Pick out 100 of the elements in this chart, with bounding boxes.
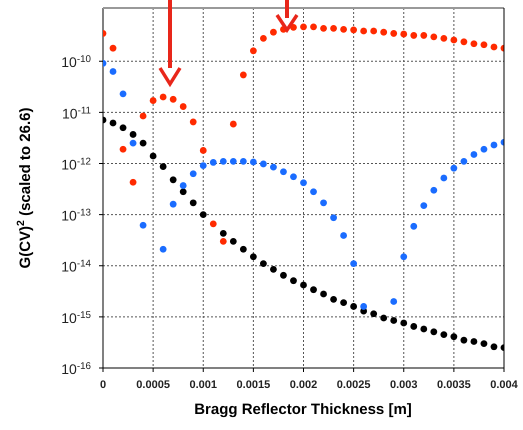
point <box>360 303 368 310</box>
point <box>120 90 126 98</box>
point <box>260 34 267 42</box>
point <box>280 272 287 279</box>
point <box>140 222 146 229</box>
point <box>130 131 136 138</box>
point <box>170 176 177 184</box>
point <box>330 296 337 303</box>
x-tick-label: 0.003 <box>390 379 418 391</box>
point <box>420 32 428 39</box>
y-tick-label: 10$^{-16}$ <box>61 360 92 377</box>
point <box>440 331 448 338</box>
point <box>350 303 358 310</box>
point <box>460 158 468 165</box>
point <box>190 118 197 126</box>
point <box>260 260 267 268</box>
point <box>490 142 498 148</box>
point <box>410 323 418 330</box>
y-tick-label: 10$^{-10}$ <box>61 54 92 70</box>
point <box>490 343 498 350</box>
point <box>110 120 116 126</box>
point <box>250 158 257 166</box>
point <box>480 146 488 153</box>
point <box>160 246 167 253</box>
point <box>160 163 167 170</box>
x-axis-title: Bragg Reflector Thickness [m] <box>194 401 412 418</box>
point <box>480 41 488 48</box>
point <box>220 230 227 237</box>
point <box>470 40 478 48</box>
point <box>300 282 307 288</box>
point <box>200 211 207 218</box>
y-tick-label: 10$^{-11}$ <box>62 104 91 122</box>
point <box>350 26 358 34</box>
y-tick-label: 10$^{-14}$ <box>61 258 92 275</box>
point <box>460 336 468 344</box>
point <box>440 34 448 42</box>
point <box>340 26 347 33</box>
point <box>400 30 408 38</box>
point <box>110 68 116 75</box>
y-tick-label: 10$^{-12}$ <box>61 156 91 172</box>
point <box>170 200 177 208</box>
point <box>430 328 438 336</box>
x-tick-label: 0.0035 <box>437 379 471 391</box>
point <box>190 170 197 178</box>
y-tick-label: 10$^{-15}$ <box>61 309 92 326</box>
point <box>180 188 187 196</box>
point <box>440 174 448 182</box>
point <box>450 164 458 172</box>
point <box>330 24 337 32</box>
point <box>320 290 327 298</box>
point <box>150 97 157 104</box>
point <box>130 178 136 186</box>
point <box>230 158 237 165</box>
point <box>230 120 237 128</box>
x-tick-label: 0.0005 <box>136 379 170 391</box>
point <box>240 72 247 78</box>
point <box>120 124 126 132</box>
x-tick-label: 0.004 <box>490 379 519 391</box>
point <box>320 24 327 32</box>
point <box>420 326 428 332</box>
point <box>210 220 217 228</box>
x-tick-label: 0.0015 <box>236 379 270 391</box>
point <box>380 28 388 36</box>
point <box>150 152 157 160</box>
point <box>310 188 317 196</box>
point <box>310 286 317 294</box>
point <box>400 253 408 260</box>
point <box>240 246 247 253</box>
point <box>210 159 217 166</box>
point <box>140 140 146 147</box>
point <box>260 160 267 168</box>
point <box>270 164 277 171</box>
point <box>420 202 428 210</box>
point <box>160 94 167 100</box>
point <box>430 186 438 194</box>
point <box>470 151 478 158</box>
point <box>180 182 187 189</box>
point <box>300 23 307 30</box>
point <box>220 238 227 245</box>
point <box>390 30 398 37</box>
point <box>490 44 498 50</box>
point <box>400 320 408 326</box>
x-tick-label: 0.0025 <box>336 379 370 391</box>
point <box>170 96 177 103</box>
point <box>480 340 488 348</box>
point <box>220 158 227 165</box>
point <box>200 147 207 154</box>
point <box>350 260 358 268</box>
point <box>240 158 247 165</box>
point <box>450 333 458 340</box>
point <box>330 214 337 222</box>
point <box>370 310 378 318</box>
x-tick-label: 0 <box>100 379 106 391</box>
x-tick-label: 0.002 <box>290 379 318 391</box>
point <box>430 33 438 40</box>
point <box>190 199 197 206</box>
x-tick-label: 0.001 <box>189 379 218 391</box>
point <box>340 232 347 239</box>
point <box>250 47 257 54</box>
point <box>120 146 126 153</box>
